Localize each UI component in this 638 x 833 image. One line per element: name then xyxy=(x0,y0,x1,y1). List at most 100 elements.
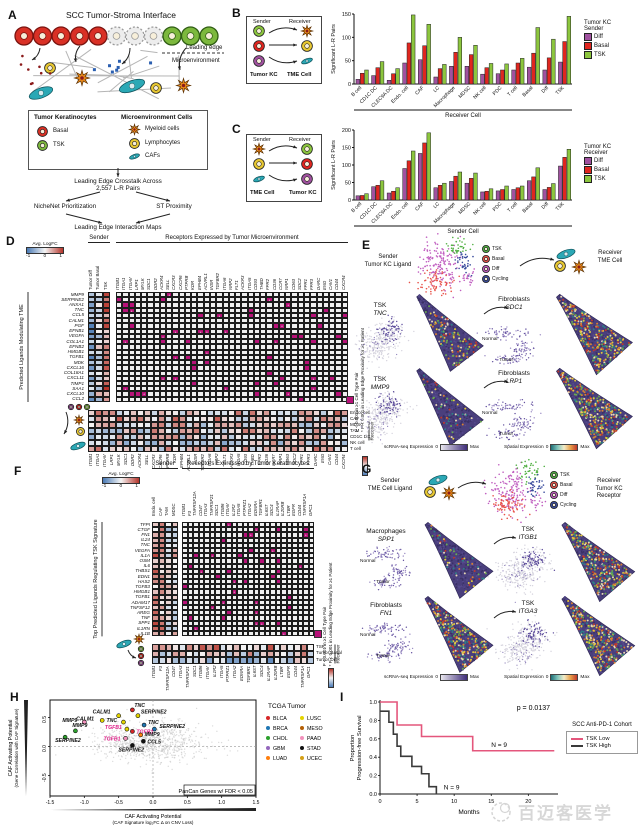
lr-cell xyxy=(272,333,279,340)
lr-cell xyxy=(184,380,192,387)
lr-cell xyxy=(215,527,221,533)
ligand-label: TNFSF12 xyxy=(130,604,150,610)
lr-cell xyxy=(253,323,261,329)
lr-cell xyxy=(264,625,270,631)
lr-cell xyxy=(153,344,160,350)
lr-cell xyxy=(292,589,298,595)
normal-tumor-dots xyxy=(361,622,414,664)
heat-cell xyxy=(158,440,166,446)
lr-cell xyxy=(253,568,259,574)
heat-cell xyxy=(249,410,257,416)
scalebar-gradient xyxy=(440,444,468,451)
heat-cell xyxy=(137,446,145,452)
lr-cell xyxy=(235,360,242,366)
col-label: ACKR3 xyxy=(240,275,246,290)
svg-text:0: 0 xyxy=(348,82,351,88)
lr-cell xyxy=(203,318,210,324)
lr-cell xyxy=(303,307,311,313)
lr-cell xyxy=(209,527,215,533)
lr-cell xyxy=(222,375,229,381)
lr-cell xyxy=(228,396,236,402)
lr-cell xyxy=(209,547,215,554)
heat-cell xyxy=(165,579,172,585)
ligand-label: ADAM17 xyxy=(131,599,150,605)
bar-Basal-CAF xyxy=(422,142,427,201)
lr-cell xyxy=(147,302,154,308)
legend-item-label: Basal xyxy=(560,481,573,488)
lr-cell xyxy=(264,537,270,543)
lr-cell xyxy=(166,328,173,334)
lr-cell xyxy=(286,584,292,590)
lr-cell xyxy=(275,542,281,548)
bar-Basal-CD1C DC xyxy=(375,185,380,201)
lr-cell xyxy=(241,292,248,298)
ligand-umap xyxy=(346,390,418,445)
lr-cell xyxy=(260,396,267,402)
lr-cell xyxy=(266,370,273,376)
legend-item: Basal xyxy=(482,254,522,263)
heat-cell xyxy=(249,446,257,452)
lr-cell xyxy=(228,307,236,313)
lr-cell xyxy=(187,563,193,569)
sender-gene-label: Macrophages SPP1 xyxy=(358,528,414,544)
legend-item: TSK xyxy=(482,244,522,253)
lr-cell xyxy=(134,328,142,334)
scalebar-min: 0 xyxy=(545,675,549,680)
heat-cell xyxy=(226,657,233,664)
heat-cell xyxy=(158,625,165,631)
bar-Basal-NK cell xyxy=(484,191,489,201)
heat-cell xyxy=(199,657,206,664)
heat-cell xyxy=(152,599,159,605)
lr-cell xyxy=(231,558,237,564)
heat-cell xyxy=(95,302,103,308)
lr-cell xyxy=(241,323,248,329)
lr-cell xyxy=(235,323,242,329)
bar-TSK-Endo. cell xyxy=(411,150,416,201)
lr-cell xyxy=(303,589,309,595)
lr-cell xyxy=(242,625,248,631)
lr-cell xyxy=(122,302,129,308)
lr-cell xyxy=(270,563,276,569)
bar-Diff-CAF xyxy=(418,153,423,201)
lr-cell xyxy=(141,297,148,303)
lr-cell xyxy=(335,375,342,381)
lr-cell xyxy=(275,563,281,569)
heat-cell xyxy=(186,446,194,452)
lr-cell xyxy=(116,386,123,392)
heat-cell xyxy=(256,428,264,434)
svg-text:T cell: T cell xyxy=(506,85,519,98)
panel-b-label: B xyxy=(232,6,241,20)
lr-cell xyxy=(303,547,309,554)
legend-subtitle: Receiver xyxy=(584,150,608,156)
heat-cell xyxy=(158,422,166,428)
lr-cell xyxy=(235,380,242,387)
bar-Diff-PDC xyxy=(495,190,501,201)
heat-cell xyxy=(235,416,243,422)
km-curve-TSK High xyxy=(380,710,438,794)
lr-cell xyxy=(203,297,210,303)
lr-cell xyxy=(335,396,342,402)
lr-cell xyxy=(197,333,204,340)
lr-cell xyxy=(198,558,204,564)
legend-subtitle: Sender xyxy=(584,26,604,32)
lr-cell xyxy=(128,292,135,298)
heat-cell xyxy=(340,440,348,446)
lr-cell xyxy=(260,386,267,392)
panel-d: D Avg. LogFC -1 0 1 Sender Receptors Expresse… xyxy=(6,234,376,476)
svg-text:B cell: B cell xyxy=(350,85,363,98)
lr-cell: * xyxy=(216,312,223,319)
lr-cell xyxy=(259,599,265,605)
lr-cell xyxy=(241,391,248,397)
lr-cell xyxy=(264,527,270,533)
heat-cell xyxy=(151,416,159,422)
lr-cell xyxy=(241,344,248,350)
myeloid-cells-icon xyxy=(441,485,457,501)
lr-cell xyxy=(209,537,215,543)
heat-cell xyxy=(158,644,166,651)
lr-cell xyxy=(266,354,273,361)
side-label: Top Predicted Ligands Regulating TSK Sig… xyxy=(93,519,99,639)
bar-Diff-Diff xyxy=(542,69,547,85)
lr-cell xyxy=(237,532,243,538)
lr-cell xyxy=(182,553,188,559)
heat-cell xyxy=(200,440,208,446)
